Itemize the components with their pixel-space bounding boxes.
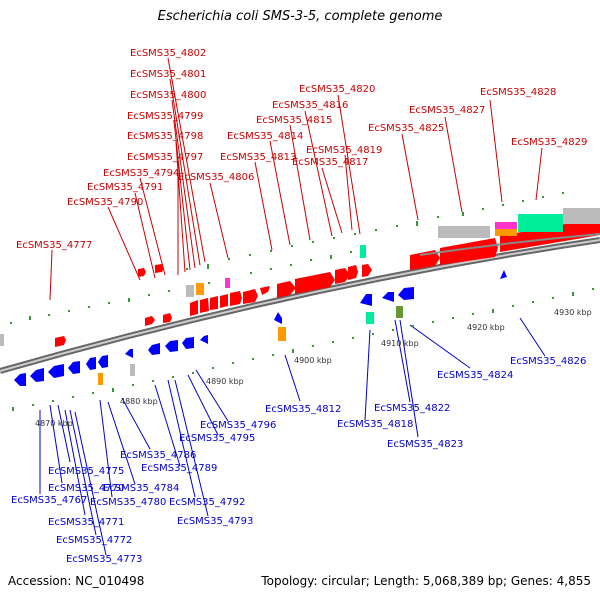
gene-label: EcSMS35_4794: [103, 168, 179, 179]
ruler-label: 4930 kbp: [554, 308, 592, 317]
gene-label: EcSMS35_4780: [90, 497, 166, 508]
gene-label: EcSMS35_4789: [141, 463, 217, 474]
gene-label: EcSMS35_4817: [292, 157, 368, 168]
outer-backbone: [419, 233, 600, 256]
gene-label: EcSMS35_4790: [67, 197, 143, 208]
gene-label: EcSMS35_4773: [66, 554, 142, 565]
gene-label: EcSMS35_4792: [169, 497, 245, 508]
gene-label: EcSMS35_4772: [56, 535, 132, 546]
gene-label: EcSMS35_4791: [87, 182, 163, 193]
gene-label: EcSMS35_4812: [265, 404, 341, 415]
gene-label: EcSMS35_4824: [437, 370, 513, 381]
ruler-label: 4870 kbp: [35, 419, 73, 428]
gene-label: EcSMS35_4797: [127, 152, 203, 163]
misc-features: [0, 208, 600, 385]
ruler-label: 4910 kbp: [381, 339, 419, 348]
gene-label: EcSMS35_4814: [227, 131, 303, 142]
gene-label: EcSMS35_4767: [11, 495, 87, 506]
gene-label: EcSMS35_4827: [409, 105, 485, 116]
reverse-leader-lines: [39, 317, 546, 556]
gene-label: EcSMS35_4819: [306, 145, 382, 156]
forward-leader-lines: [49, 57, 543, 301]
gene-label: EcSMS35_4820: [299, 84, 375, 95]
gene-label: EcSMS35_4801: [130, 69, 206, 80]
ruler-labels: 4870 kbp 4880 kbp 4890 kbp 4900 kbp 4910…: [35, 308, 592, 428]
gene-label: EcSMS35_4828: [480, 87, 556, 98]
reverse-genes: [14, 270, 507, 386]
gene-label: EcSMS35_4770: [48, 483, 124, 494]
gene-label: EcSMS35_4822: [374, 403, 450, 414]
forward-genes: [55, 216, 600, 347]
gene-label: EcSMS35_4829: [511, 137, 587, 148]
gene-label: EcSMS35_4818: [337, 419, 413, 430]
gene-label: EcSMS35_4796: [200, 420, 276, 431]
genome-backbone: [0, 237, 600, 374]
accession-text: Accession: NC_010498: [8, 574, 145, 588]
gene-label: EcSMS35_4816: [272, 100, 348, 111]
gene-label: EcSMS35_4802: [130, 48, 206, 59]
map-title: Escherichia coli SMS-3-5, complete genom…: [157, 9, 443, 24]
gene-label: EcSMS35_4826: [510, 356, 586, 367]
gene-label: EcSMS35_4775: [48, 466, 124, 477]
gene-label: EcSMS35_4823: [387, 439, 463, 450]
ruler-label: 4900 kbp: [294, 356, 332, 365]
gene-label: EcSMS35_4771: [48, 517, 124, 528]
gene-label: EcSMS35_4813: [220, 152, 296, 163]
gene-label: EcSMS35_4799: [127, 111, 203, 122]
gene-label: EcSMS35_4815: [256, 115, 332, 126]
ruler-label: 4880 kbp: [120, 397, 158, 406]
ruler-label: 4890 kbp: [206, 377, 244, 386]
gene-label: EcSMS35_4793: [177, 516, 253, 527]
reverse-gene-labels: EcSMS35_4775 EcSMS35_4770 EcSMS35_4767 E…: [11, 356, 586, 565]
gene-label: EcSMS35_4795: [179, 433, 255, 444]
gene-label: EcSMS35_4806: [178, 172, 254, 183]
gene-label: EcSMS35_4784: [103, 483, 179, 494]
gene-label: EcSMS35_4800: [130, 90, 206, 101]
topology-text: Topology: circular; Length: 5,068,389 bp…: [261, 574, 591, 588]
forward-gene-labels: EcSMS35_4802 EcSMS35_4801 EcSMS35_4800 E…: [16, 48, 587, 251]
gene-label: EcSMS35_4786: [120, 450, 196, 461]
gene-label: EcSMS35_4798: [127, 131, 203, 142]
gene-label: EcSMS35_4777: [16, 240, 92, 251]
gene-label: EcSMS35_4825: [368, 123, 444, 134]
ruler-label: 4920 kbp: [467, 323, 505, 332]
